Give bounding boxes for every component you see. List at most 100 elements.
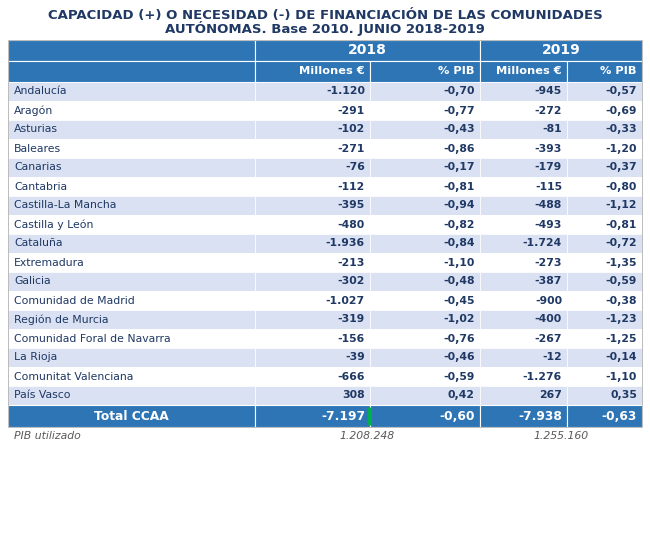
Text: -0,69: -0,69 [606, 105, 637, 116]
Bar [567, 329, 642, 348]
Text: -273: -273 [534, 258, 562, 267]
Text: -102: -102 [338, 125, 365, 134]
Text: Total CCAA: Total CCAA [94, 409, 169, 422]
Text: -0,63: -0,63 [602, 409, 637, 422]
Bar [480, 177, 567, 196]
Text: -493: -493 [534, 219, 562, 230]
Text: -1.276: -1.276 [523, 372, 562, 381]
Text: Millones €: Millones € [300, 66, 365, 77]
Bar [370, 348, 480, 367]
Bar [370, 196, 480, 215]
Bar [370, 120, 480, 139]
Text: -1,35: -1,35 [606, 258, 637, 267]
Text: Región de Murcia: Región de Murcia [14, 314, 109, 325]
Bar [567, 291, 642, 310]
Text: -400: -400 [535, 314, 562, 325]
Bar [255, 348, 370, 367]
Bar [255, 329, 370, 348]
Bar [480, 367, 567, 386]
Bar [8, 177, 255, 196]
Bar [370, 215, 480, 234]
Text: -156: -156 [338, 334, 365, 343]
Bar [480, 215, 567, 234]
Bar [480, 61, 567, 82]
Bar [255, 177, 370, 196]
Text: -0,70: -0,70 [443, 86, 475, 97]
Bar [255, 101, 370, 120]
Bar [8, 291, 255, 310]
Bar [8, 196, 255, 215]
Bar [480, 196, 567, 215]
Text: -0,17: -0,17 [443, 163, 475, 172]
Text: Castilla-La Mancha: Castilla-La Mancha [14, 200, 116, 211]
Bar [255, 386, 370, 405]
Bar [480, 405, 567, 427]
Text: País Vasco: País Vasco [14, 390, 70, 401]
Text: -0,14: -0,14 [606, 353, 637, 362]
Bar [480, 272, 567, 291]
Text: CAPACIDAD (+) O NECESIDAD (-) DE FINANCIACIÓN DE LAS COMUNIDADES: CAPACIDAD (+) O NECESIDAD (-) DE FINANCI… [47, 9, 603, 22]
Bar [567, 82, 642, 101]
Bar [8, 253, 255, 272]
Text: -0,86: -0,86 [443, 144, 475, 153]
Text: -0,37: -0,37 [605, 163, 637, 172]
Bar [480, 82, 567, 101]
Text: 308: 308 [343, 390, 365, 401]
Text: -0,94: -0,94 [443, 200, 475, 211]
Text: -1,12: -1,12 [606, 200, 637, 211]
Text: -7.197: -7.197 [321, 409, 365, 422]
Text: -81: -81 [542, 125, 562, 134]
Text: La Rioja: La Rioja [14, 353, 57, 362]
Bar [8, 61, 255, 82]
Bar [255, 367, 370, 386]
Text: -302: -302 [337, 276, 365, 287]
Bar [255, 158, 370, 177]
Text: -112: -112 [338, 181, 365, 192]
Bar [8, 101, 255, 120]
Bar [567, 177, 642, 196]
Bar [567, 405, 642, 427]
Text: % PIB: % PIB [439, 66, 475, 77]
Text: -1.027: -1.027 [326, 295, 365, 306]
Text: 0,35: 0,35 [610, 390, 637, 401]
Bar [480, 253, 567, 272]
Bar [370, 329, 480, 348]
Bar [370, 139, 480, 158]
Bar [480, 120, 567, 139]
Text: 267: 267 [539, 390, 562, 401]
Bar [370, 158, 480, 177]
Bar [8, 405, 255, 427]
Bar [255, 196, 370, 215]
Bar [567, 61, 642, 82]
Bar [370, 101, 480, 120]
Bar [255, 234, 370, 253]
Text: -1,10: -1,10 [606, 372, 637, 381]
Text: Millones €: Millones € [497, 66, 562, 77]
Bar [255, 405, 370, 427]
Bar [480, 234, 567, 253]
Text: -1,23: -1,23 [605, 314, 637, 325]
Text: -488: -488 [535, 200, 562, 211]
Text: -0,57: -0,57 [606, 86, 637, 97]
Text: -1.120: -1.120 [326, 86, 365, 97]
Text: 1.208.248: 1.208.248 [340, 431, 395, 441]
Bar [480, 348, 567, 367]
Bar [370, 253, 480, 272]
Text: -7.938: -7.938 [518, 409, 562, 422]
Bar [255, 139, 370, 158]
Text: -0,72: -0,72 [605, 239, 637, 248]
Bar [370, 234, 480, 253]
Text: -0,59: -0,59 [443, 372, 475, 381]
Bar [255, 215, 370, 234]
Text: AUTÓNOMAS. Base 2010. JUNIO 2018-2019: AUTÓNOMAS. Base 2010. JUNIO 2018-2019 [165, 21, 485, 36]
Text: -213: -213 [337, 258, 365, 267]
Text: % PIB: % PIB [601, 66, 637, 77]
Text: Baleares: Baleares [14, 144, 61, 153]
Bar [370, 82, 480, 101]
Bar [8, 367, 255, 386]
Text: 1.255.160: 1.255.160 [534, 431, 588, 441]
Bar [370, 367, 480, 386]
Text: -1.724: -1.724 [523, 239, 562, 248]
Text: -39: -39 [345, 353, 365, 362]
Text: Extremadura: Extremadura [14, 258, 84, 267]
